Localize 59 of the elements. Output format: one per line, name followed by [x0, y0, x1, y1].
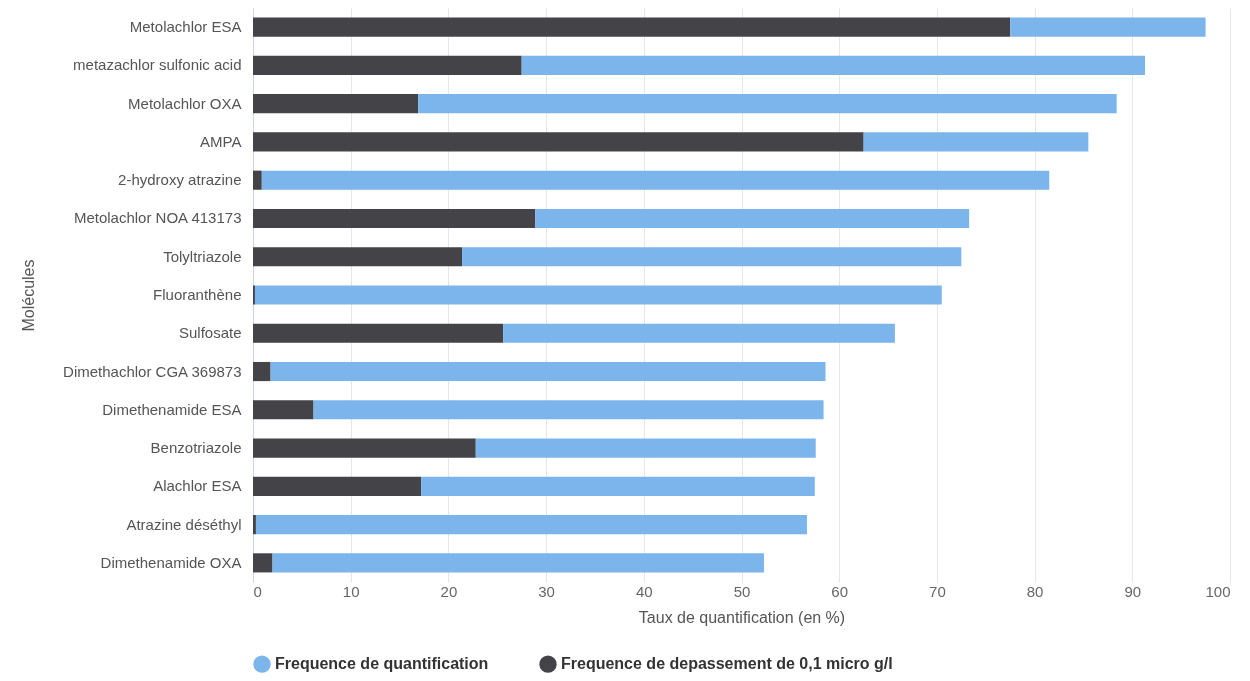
bar — [253, 208, 536, 229]
y-tick-label: Metolachlor OXA — [128, 94, 242, 112]
x-tick-label: 0 — [253, 582, 262, 600]
bar — [253, 17, 1011, 37]
bar — [253, 247, 463, 267]
bar — [253, 515, 256, 535]
x-tick-label: 20 — [440, 582, 458, 600]
bar — [270, 361, 826, 382]
bar — [462, 247, 962, 267]
x-tick-label: 40 — [635, 582, 653, 600]
bar — [253, 438, 476, 458]
bar — [535, 208, 970, 229]
bar — [313, 400, 824, 420]
bar — [421, 476, 815, 496]
y-tick-label: Benzotriazole — [150, 439, 242, 457]
y-tick-label: Dimethenamide ESA — [102, 400, 242, 418]
y-tick-label: metazachlor sulfonic acid — [73, 56, 242, 74]
bar — [253, 400, 314, 420]
bar — [1010, 17, 1206, 37]
bar — [261, 170, 1050, 190]
x-tick-label: 80 — [1026, 582, 1044, 600]
y-axis-title: Molécules — [20, 259, 38, 332]
bar — [253, 361, 271, 382]
x-tick-label: 90 — [1124, 582, 1142, 600]
bar — [418, 94, 1117, 114]
y-tick-label: Metolachlor ESA — [129, 18, 242, 36]
bar — [254, 285, 942, 305]
bar — [253, 94, 419, 114]
x-tick-label: 70 — [929, 582, 946, 600]
x-tick-label: 30 — [538, 582, 555, 600]
bar — [253, 55, 522, 75]
bar — [253, 553, 273, 573]
bar — [475, 438, 816, 458]
x-tick-label: 50 — [733, 582, 751, 600]
bar — [503, 323, 895, 343]
bar — [272, 553, 764, 573]
y-tick-label: Dimethenamide OXA — [100, 553, 242, 571]
x-tick-label: 60 — [831, 582, 849, 600]
x-tick-label: 100 — [1205, 582, 1231, 600]
bar — [863, 132, 1089, 152]
legend-label: Frequence de quantification — [275, 655, 489, 673]
bar — [521, 55, 1145, 75]
y-tick-label: Alachlor ESA — [153, 477, 242, 495]
legend-label: Frequence de depassement de 0,1 micro g/l — [561, 655, 893, 673]
bar — [255, 515, 807, 535]
y-tick-label: Dimethachlor CGA 369873 — [63, 362, 242, 380]
y-tick-label: Fluoranthène — [153, 286, 242, 303]
y-tick-label: Sulfosate — [178, 324, 242, 342]
y-tick-label: Tolyltriazole — [163, 247, 242, 265]
y-tick-label: Atrazine déséthyl — [126, 515, 242, 533]
bar — [253, 170, 262, 190]
y-tick-label: AMPA — [200, 132, 242, 150]
x-tick-label: 10 — [342, 582, 360, 600]
x-axis-title: Taux de quantification (en %) — [638, 608, 846, 626]
bar — [253, 323, 504, 343]
y-tick-label: 2-hydroxy atrazine — [118, 171, 242, 189]
bar — [253, 132, 864, 152]
y-tick-label: Metolachlor NOA 413173 — [73, 209, 242, 227]
bar — [253, 476, 422, 496]
